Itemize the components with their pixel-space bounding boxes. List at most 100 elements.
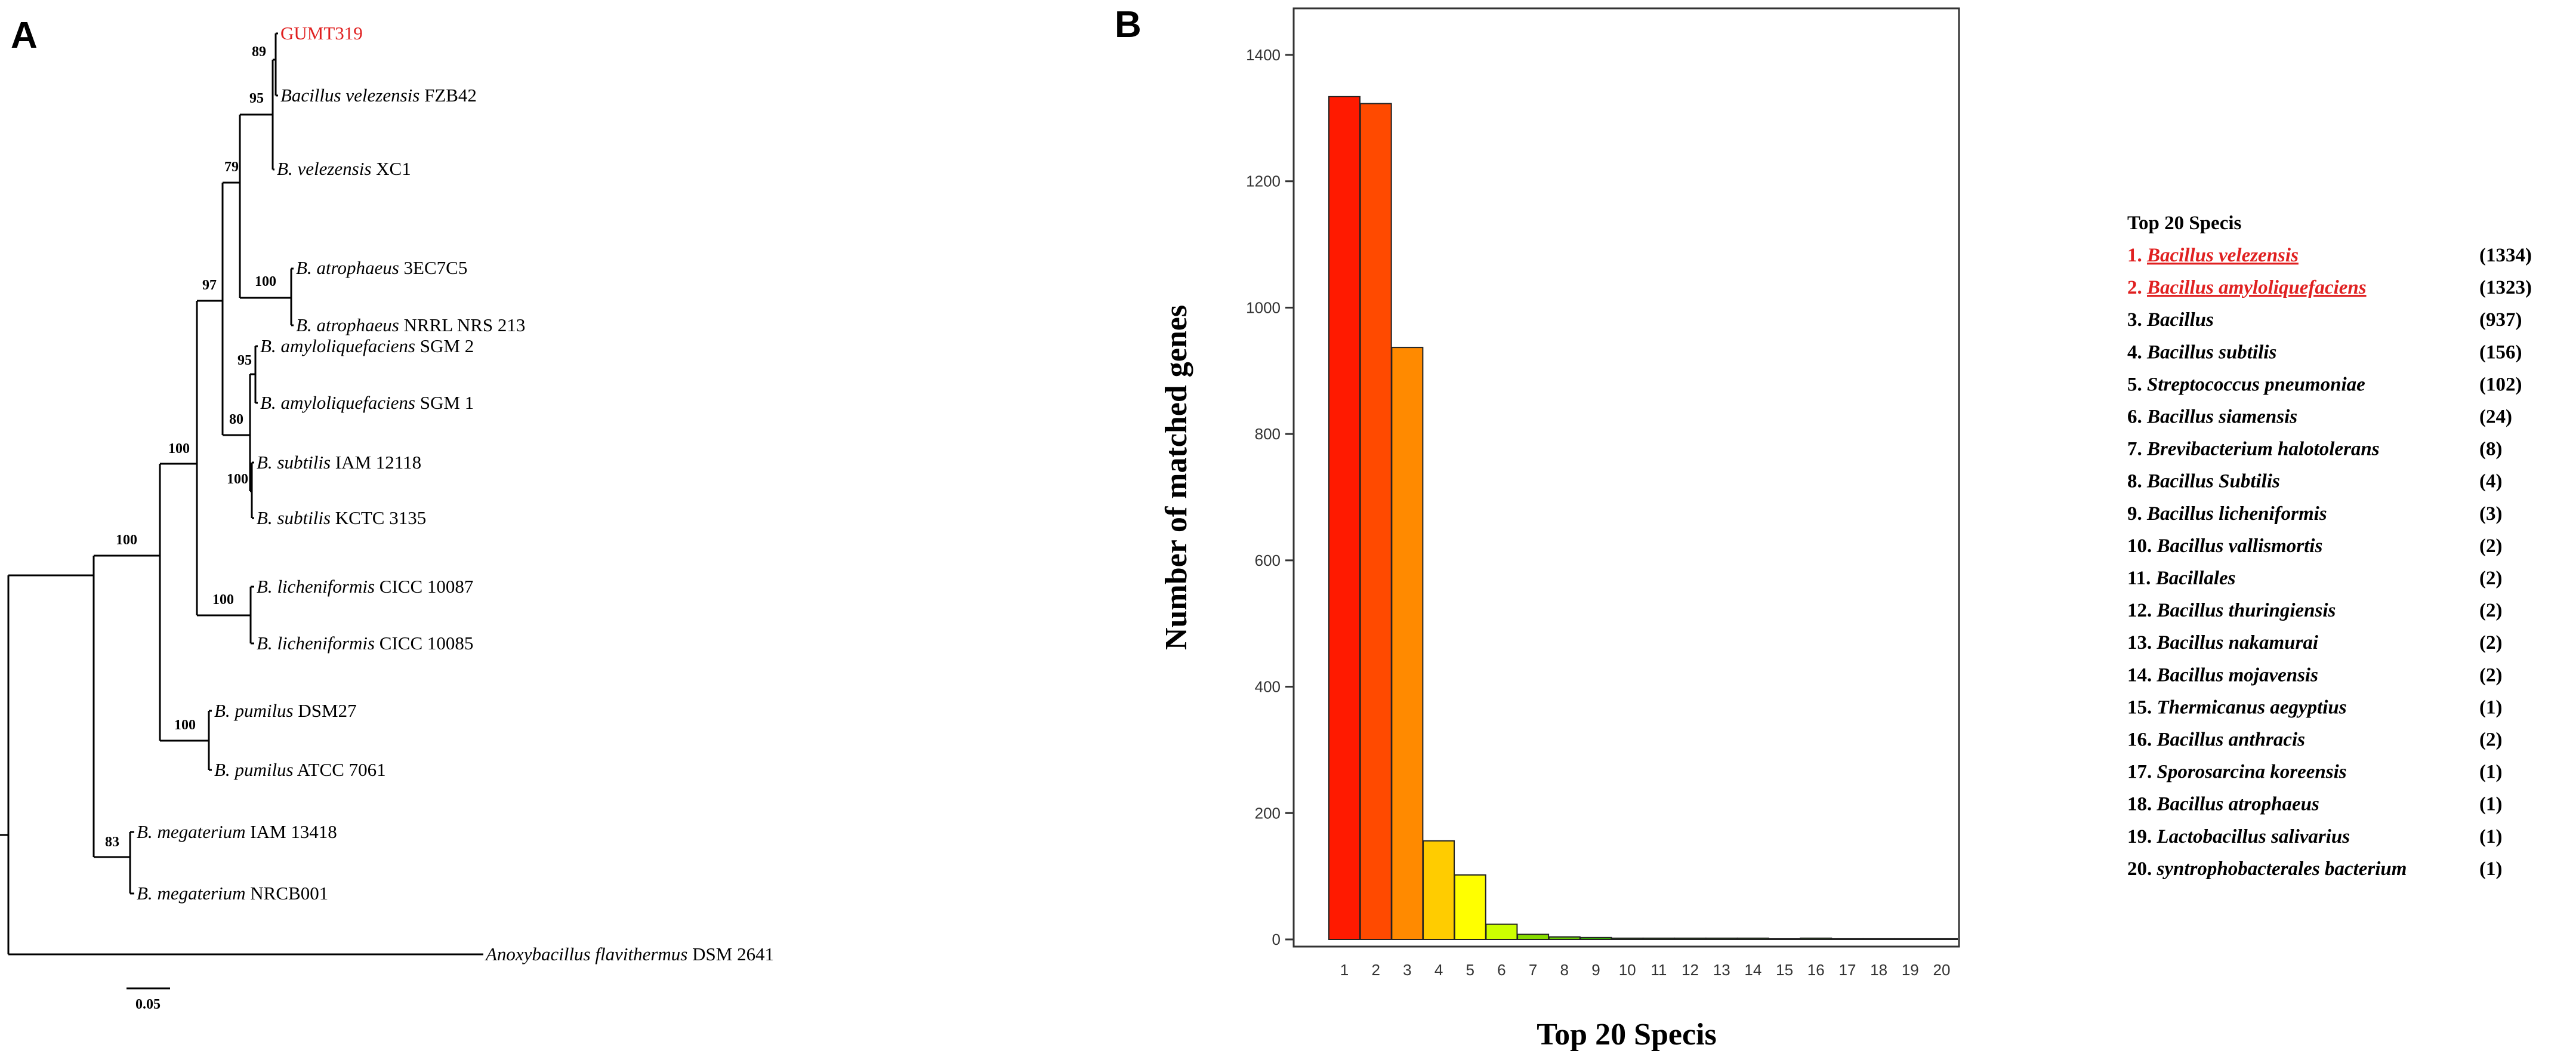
bootstrap-value: 97 xyxy=(202,278,217,293)
bar-series xyxy=(1328,95,1958,941)
bootstrap-value: 95 xyxy=(237,353,252,368)
y-tick-label: 1400 xyxy=(1246,46,1281,64)
x-tick-label: 15 xyxy=(1776,961,1793,979)
bar-11 xyxy=(1642,937,1675,940)
phylogenetic-tree xyxy=(0,32,483,990)
bootstrap-value: 89 xyxy=(252,44,266,60)
legend-entry: 11. Bacillales xyxy=(2127,568,2236,589)
tip-label: B. velezensis XC1 xyxy=(277,158,411,179)
legend-entry: 12. Bacillus thuringiensis xyxy=(2127,600,2336,621)
y-tick-label: 400 xyxy=(1255,678,1281,696)
legend-count: (2) xyxy=(2479,664,2502,686)
legend-entry: 19. Lactobacillus salivarius xyxy=(2127,826,2350,848)
tip-label: GUMT319 xyxy=(280,23,363,44)
legend-count: (1) xyxy=(2479,826,2502,848)
bar-8 xyxy=(1548,936,1581,941)
bar-3 xyxy=(1391,347,1424,940)
x-tick-label: 11 xyxy=(1651,961,1667,979)
bootstrap-value: 83 xyxy=(105,834,119,850)
tip-label: Anoxybacillus flavithermus DSM 2641 xyxy=(485,944,774,964)
x-tick-label: 5 xyxy=(1466,961,1474,979)
legend-entry: 17. Sporosarcina koreensis xyxy=(2127,762,2347,783)
legend-entry: 3. Bacillus xyxy=(2127,309,2214,331)
bootstrap-value: 100 xyxy=(212,592,234,608)
bootstrap-values: 89 95 79 100 97 95 80 100 100 100 100 10… xyxy=(105,44,276,850)
tip-label: B. amyloliquefaciens SGM 1 xyxy=(260,392,474,413)
x-tick-label: 13 xyxy=(1713,961,1730,979)
legend-title: Top 20 Specis xyxy=(2127,212,2242,234)
x-tick-label: 18 xyxy=(1870,961,1887,979)
tip-label: B. subtilis KCTC 3135 xyxy=(257,507,426,528)
plot-frame xyxy=(1292,7,1960,948)
y-tick-label: 600 xyxy=(1255,551,1281,569)
bar-9 xyxy=(1579,936,1612,941)
y-tick-label: 0 xyxy=(1272,930,1281,948)
y-tick-label: 1000 xyxy=(1246,298,1281,316)
legend-count: (3) xyxy=(2479,503,2502,525)
legend-count: (8) xyxy=(2479,439,2502,460)
scale-bar-label: 0.05 xyxy=(135,997,161,1012)
bar-13 xyxy=(1705,937,1738,940)
legend-entry: 9. Bacillus licheniformis xyxy=(2127,503,2327,525)
legend-entry: 16. Bacillus anthracis xyxy=(2127,729,2305,751)
legend-entry: 8. Bacillus Subtilis xyxy=(2127,471,2280,492)
legend-count: (1323) xyxy=(2479,277,2532,298)
bootstrap-value: 100 xyxy=(168,441,190,457)
legend-entry: 7. Brevibacterium halotolerans xyxy=(2127,439,2380,460)
bootstrap-value: 95 xyxy=(249,91,264,106)
bar-7 xyxy=(1517,933,1550,940)
legend-count: (1) xyxy=(2479,697,2502,718)
legend-entry: 2. Bacillus amyloliquefaciens xyxy=(2127,277,2367,298)
x-tick-label: 3 xyxy=(1403,961,1411,979)
tip-label: B. subtilis IAM 12118 xyxy=(257,452,421,473)
tip-label: B. licheniformis CICC 10085 xyxy=(257,633,473,654)
legend-entry: 4. Bacillus subtilis xyxy=(2127,341,2276,363)
x-tick-label: 9 xyxy=(1591,961,1600,979)
x-tick-label: 4 xyxy=(1434,961,1443,979)
legend-count: (937) xyxy=(2479,309,2522,331)
bootstrap-value: 79 xyxy=(224,159,239,175)
x-tick-label: 8 xyxy=(1560,961,1569,979)
y-tick-label: 200 xyxy=(1255,804,1281,822)
bar-12 xyxy=(1674,937,1707,940)
bar-10 xyxy=(1611,937,1644,940)
legend-entry: 13. Bacillus nakamurai xyxy=(2127,632,2319,654)
x-tick-label: 14 xyxy=(1744,961,1761,979)
legend-entry: 14. Bacillus mojavensis xyxy=(2127,664,2318,686)
x-axis: 1 2 3 4 5 6 7 8 9 10 11 12 13 14 15 16 17 18 19 20 xyxy=(1340,961,1951,979)
x-tick-label: 17 xyxy=(1838,961,1856,979)
legend: Top 20 Specis 1. Bacillus velezensis (133… xyxy=(2127,212,2532,880)
y-tick-label: 1200 xyxy=(1246,172,1281,190)
legend-count: (1) xyxy=(2479,762,2502,783)
tip-label: B. megaterium NRCB001 xyxy=(137,883,328,904)
x-tick-label: 19 xyxy=(1902,961,1919,979)
panel-label-a: A xyxy=(11,15,38,56)
bootstrap-value: 100 xyxy=(174,717,196,733)
bootstrap-value: 80 xyxy=(229,412,243,427)
legend-count: (1334) xyxy=(2479,245,2532,266)
legend-entry: 20. syntrophobacterales bacterium xyxy=(2127,858,2407,880)
tip-label: B. atrophaeus 3EC7C5 xyxy=(296,257,467,278)
x-tick-label: 7 xyxy=(1529,961,1537,979)
x-tick-label: 12 xyxy=(1682,961,1699,979)
legend-entry: 10. Bacillus vallismortis xyxy=(2127,535,2322,557)
tip-label: Bacillus velezensis FZB42 xyxy=(280,85,477,106)
legend-entry: 6. Bacillus siamensis xyxy=(2127,406,2297,428)
bar-1 xyxy=(1328,95,1361,940)
bootstrap-value: 100 xyxy=(227,472,248,487)
tip-label: B. pumilus DSM27 xyxy=(214,700,357,721)
legend-count: (2) xyxy=(2479,535,2502,557)
panel-label-b: B xyxy=(1115,4,1142,45)
tip-label: B. megaterium IAM 13418 xyxy=(137,821,337,842)
legend-count: (4) xyxy=(2479,471,2502,492)
x-tick-label: 16 xyxy=(1807,961,1825,979)
tip-label: B. atrophaeus NRRL NRS 213 xyxy=(296,315,525,335)
bar-14 xyxy=(1736,937,1769,940)
bar-6 xyxy=(1485,923,1518,940)
legend-count: (156) xyxy=(2479,341,2522,363)
x-tick-label: 10 xyxy=(1619,961,1636,979)
legend-entry: 15. Thermicanus aegyptius xyxy=(2127,697,2347,718)
bar-2 xyxy=(1359,103,1392,940)
y-axis: 0 200 400 600 800 1000 1200 1400 xyxy=(1246,46,1294,948)
